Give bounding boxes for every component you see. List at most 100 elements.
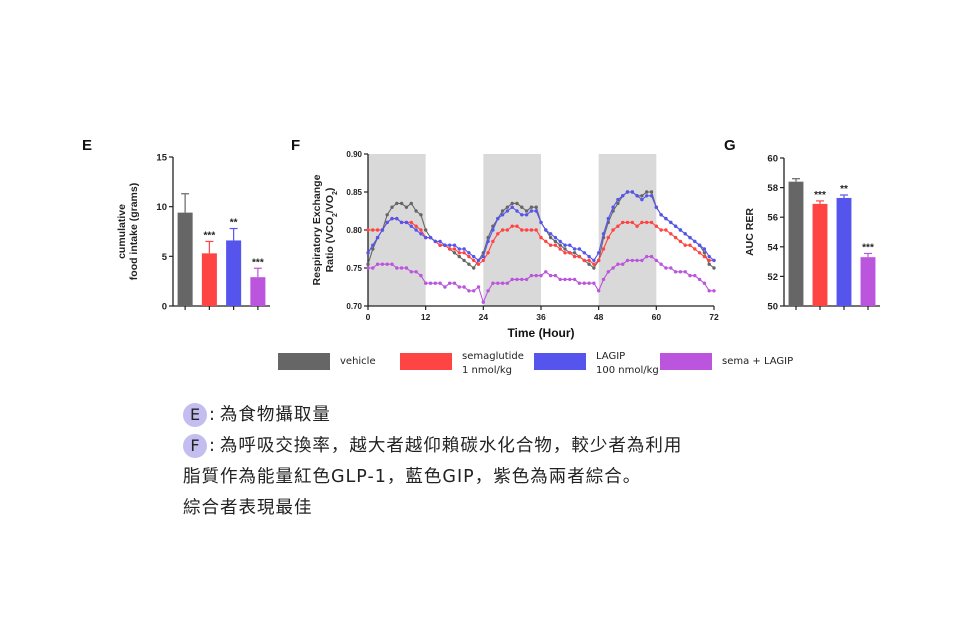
point-semaglutide-63 bbox=[669, 232, 673, 236]
y-tick-label: 58 bbox=[767, 183, 778, 194]
point-combo-47 bbox=[592, 281, 596, 285]
y-tick-label: 10 bbox=[156, 202, 167, 213]
point-lagip-15 bbox=[438, 239, 442, 244]
point-vehicle-32 bbox=[520, 205, 524, 209]
point-semaglutide-18 bbox=[452, 247, 457, 251]
point-semaglutide-42 bbox=[568, 251, 572, 255]
y-axis-title-line: cumulative bbox=[116, 204, 128, 259]
point-vehicle-28 bbox=[500, 209, 505, 213]
note-text-f-1: 為呼吸交換率，越大者越仰賴碳水化合物，較少者為利用 bbox=[219, 436, 683, 456]
point-semaglutide-29 bbox=[505, 228, 510, 232]
point-combo-58 bbox=[645, 254, 649, 259]
point-combo-31 bbox=[515, 277, 519, 282]
point-combo-53 bbox=[621, 262, 625, 266]
point-semaglutide-41 bbox=[563, 251, 567, 255]
point-combo-43 bbox=[572, 277, 577, 282]
point-combo-33 bbox=[524, 277, 529, 282]
legend-item-semaglutide: semaglutide 1 nmol/kg bbox=[400, 350, 524, 378]
point-lagip-17 bbox=[448, 243, 452, 247]
point-lagip-27 bbox=[496, 216, 500, 221]
point-combo-60 bbox=[654, 258, 658, 263]
point-combo-45 bbox=[582, 281, 586, 285]
point-lagip-39 bbox=[553, 235, 558, 240]
point-semaglutide-39 bbox=[553, 243, 558, 247]
point-lagip-16 bbox=[443, 243, 447, 247]
y-axis-title-part: ) bbox=[324, 188, 336, 192]
point-vehicle-1 bbox=[371, 247, 375, 251]
point-semaglutide-56 bbox=[635, 224, 639, 228]
point-lagip-41 bbox=[563, 243, 567, 247]
significance-3: *** bbox=[862, 242, 874, 253]
point-semaglutide-35 bbox=[534, 228, 538, 232]
point-semaglutide-23 bbox=[476, 262, 481, 266]
point-semaglutide-70 bbox=[702, 254, 707, 259]
point-combo-9 bbox=[409, 270, 413, 274]
note-colon-f: : bbox=[209, 436, 216, 456]
point-vehicle-18 bbox=[452, 251, 457, 255]
point-combo-17 bbox=[448, 281, 452, 285]
point-semaglutide-36 bbox=[539, 235, 543, 240]
note-f-line1: F: 為呼吸交換率，越大者越仰賴碳水化合物，較少者為利用 bbox=[183, 431, 823, 462]
legend-label-semaglutide: semaglutide 1 nmol/kg bbox=[462, 351, 524, 376]
point-combo-38 bbox=[548, 273, 553, 278]
point-combo-4 bbox=[385, 262, 389, 266]
point-vehicle-57 bbox=[640, 194, 644, 198]
point-lagip-48 bbox=[597, 251, 601, 255]
point-combo-27 bbox=[496, 281, 500, 285]
point-combo-57 bbox=[640, 258, 644, 263]
point-semaglutide-24 bbox=[481, 258, 485, 263]
y-tick-label: 0.70 bbox=[346, 302, 362, 311]
point-combo-66 bbox=[683, 270, 687, 274]
point-lagip-19 bbox=[457, 247, 461, 251]
point-semaglutide-71 bbox=[707, 258, 711, 263]
point-lagip-63 bbox=[669, 220, 673, 225]
bar-1 bbox=[201, 253, 217, 306]
point-semaglutide-54 bbox=[625, 220, 630, 225]
point-semaglutide-0 bbox=[366, 228, 370, 232]
note-text-f-2: 脂質作為能量紅色GLP-1，藍色GIP，紫色為兩者綜合。 bbox=[183, 467, 642, 487]
point-semaglutide-57 bbox=[640, 220, 644, 225]
point-lagip-53 bbox=[621, 194, 625, 198]
note-f-line2: 脂質作為能量紅色GLP-1，藍色GIP，紫色為兩者綜合。 bbox=[183, 462, 823, 493]
point-vehicle-41 bbox=[563, 247, 567, 251]
point-semaglutide-1 bbox=[371, 228, 375, 232]
point-vehicle-4 bbox=[385, 213, 389, 217]
point-lagip-61 bbox=[659, 213, 663, 217]
x-tick-label: 12 bbox=[421, 312, 431, 322]
point-combo-2 bbox=[375, 262, 380, 266]
point-lagip-20 bbox=[462, 247, 466, 251]
y-tick-label: 54 bbox=[767, 242, 778, 253]
y-axis-title-line: food intake (grams) bbox=[128, 183, 140, 280]
point-combo-52 bbox=[616, 262, 620, 266]
y-tick-label: 0.90 bbox=[346, 150, 362, 159]
point-combo-12 bbox=[424, 281, 428, 285]
point-lagip-24 bbox=[481, 254, 485, 259]
point-vehicle-47 bbox=[592, 266, 596, 270]
point-combo-1 bbox=[371, 266, 375, 270]
point-combo-25 bbox=[486, 289, 490, 293]
point-vehicle-40 bbox=[558, 243, 562, 247]
point-combo-28 bbox=[500, 281, 505, 285]
point-semaglutide-60 bbox=[654, 224, 658, 228]
point-lagip-10 bbox=[414, 228, 418, 232]
point-lagip-45 bbox=[582, 251, 586, 255]
point-semaglutide-47 bbox=[592, 262, 596, 266]
point-semaglutide-15 bbox=[438, 243, 442, 247]
point-combo-41 bbox=[563, 277, 567, 282]
point-vehicle-6 bbox=[395, 201, 399, 206]
point-combo-29 bbox=[505, 281, 510, 285]
point-vehicle-9 bbox=[409, 201, 413, 206]
point-semaglutide-62 bbox=[664, 228, 668, 232]
point-semaglutide-48 bbox=[597, 258, 601, 263]
point-combo-37 bbox=[544, 270, 548, 274]
point-semaglutide-9 bbox=[409, 220, 413, 225]
point-semaglutide-28 bbox=[500, 228, 505, 232]
point-lagip-11 bbox=[419, 232, 423, 236]
point-lagip-37 bbox=[544, 228, 548, 232]
point-semaglutide-51 bbox=[611, 228, 615, 232]
point-semaglutide-46 bbox=[587, 258, 591, 263]
y-axis-title-line: Respiratory Exchange bbox=[311, 174, 323, 285]
point-vehicle-31 bbox=[515, 201, 519, 206]
